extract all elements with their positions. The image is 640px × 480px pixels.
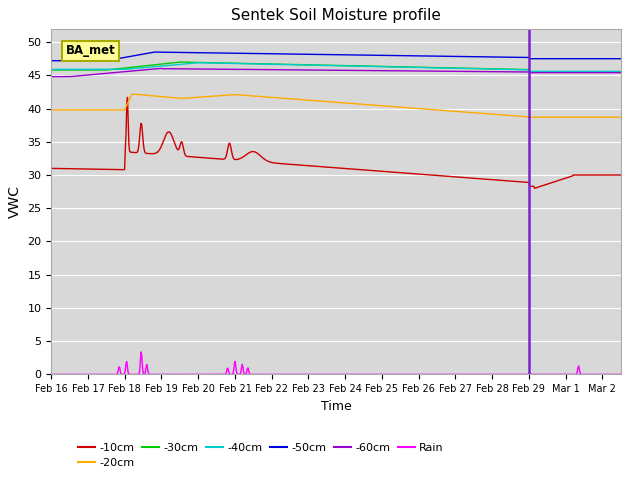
Text: BA_met: BA_met [65,44,115,57]
Y-axis label: VWC: VWC [8,185,22,218]
Legend: -10cm, -20cm, -30cm, -40cm, -50cm, -60cm, Rain: -10cm, -20cm, -30cm, -40cm, -50cm, -60cm… [74,438,448,472]
Title: Sentek Soil Moisture profile: Sentek Soil Moisture profile [231,9,441,24]
X-axis label: Time: Time [321,400,351,413]
